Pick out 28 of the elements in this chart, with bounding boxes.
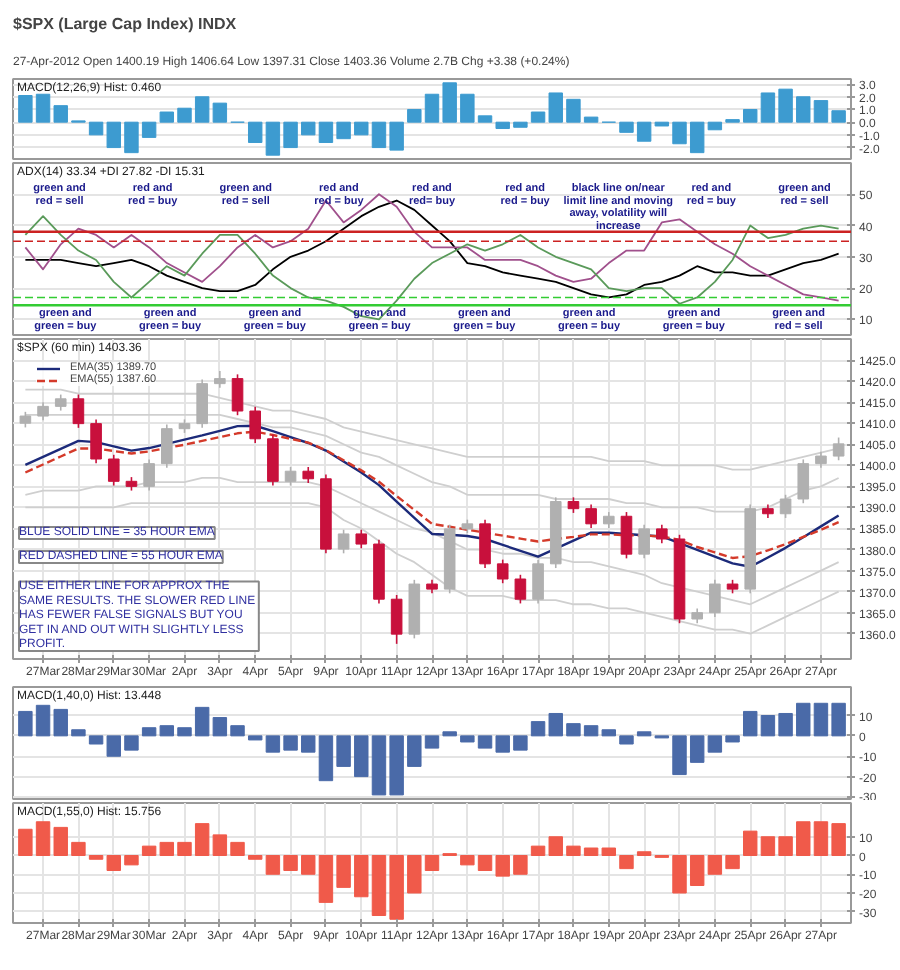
candlestick (284, 466, 297, 487)
candlestick (585, 503, 597, 529)
candlestick (514, 573, 527, 605)
candlestick (390, 594, 403, 645)
candlestick (496, 558, 509, 585)
candlestick (267, 433, 279, 487)
candlestick (90, 418, 102, 465)
candlestick (143, 458, 155, 492)
candlestick (620, 511, 633, 560)
candlestick (37, 401, 49, 422)
chart-title: $SPX (Large Cap Index) INDX (13, 15, 238, 33)
candlestick (355, 528, 368, 550)
candlestick (532, 558, 544, 605)
candlestick (72, 393, 85, 429)
candlestick (797, 458, 810, 505)
candlestick (337, 528, 350, 555)
candlestick (638, 523, 650, 560)
candlestick (161, 423, 173, 469)
candlestick (196, 378, 208, 429)
candlestick (779, 493, 792, 519)
candlestick (656, 523, 668, 545)
candlestick (832, 436, 845, 462)
candlestick (479, 518, 491, 569)
candlestick (231, 373, 244, 417)
line-series (24, 215, 840, 321)
candlestick (249, 405, 262, 444)
candlestick (107, 453, 120, 487)
candlestick (709, 579, 721, 618)
